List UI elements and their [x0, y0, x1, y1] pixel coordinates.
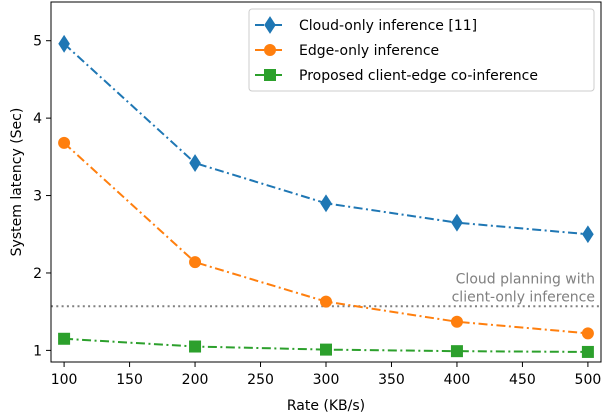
legend-entry-edge-only: Edge-only inference	[255, 43, 439, 59]
y-tick-label: 4	[33, 111, 42, 127]
legend-swatch-edge-only	[255, 44, 285, 56]
legend-swatch-co-inference	[255, 69, 285, 81]
legend-box	[248, 8, 595, 92]
data-point-0-0	[58, 34, 70, 53]
series-0	[58, 34, 594, 244]
legend-label-cloud-only: Cloud-only inference [11]	[299, 18, 477, 34]
legend: Cloud-only inference [11] Edge-only infe…	[248, 8, 595, 92]
data-point-1-1	[189, 256, 202, 269]
data-point-0-4	[582, 225, 594, 244]
x-tick-label: 450	[509, 372, 536, 388]
reference-annotation-line-1: Cloud planning with	[456, 271, 595, 287]
axes-layer: 100 150 200 250 300 350 400 450 500 1 2 3 4 5	[33, 1, 602, 388]
series-2	[58, 332, 594, 358]
x-tick-label: 300	[313, 372, 340, 388]
y-tick-label: 5	[33, 34, 42, 50]
series-1	[58, 136, 594, 340]
y-tick-label: 2	[33, 266, 42, 282]
data-point-0-1	[189, 154, 201, 172]
y-tick-label: 3	[33, 189, 42, 205]
data-point-1-4	[581, 327, 594, 340]
legend-entry-cloud-only: Cloud-only inference [11]	[255, 16, 477, 34]
data-point-2-1	[189, 340, 202, 353]
x-tick-label: 500	[575, 372, 602, 388]
data-point-2-0	[58, 332, 71, 345]
x-tick-label: 100	[51, 372, 78, 388]
x-tick-label: 400	[444, 372, 471, 388]
series-layer	[58, 34, 594, 358]
x-tick-label: 200	[182, 372, 209, 388]
legend-label-edge-only: Edge-only inference	[299, 43, 439, 59]
data-point-0-2	[320, 194, 332, 213]
legend-label-co-inference: Proposed client-edge co-inference	[299, 68, 538, 84]
x-tick-label: 250	[247, 372, 274, 388]
legend-swatch-marker	[264, 44, 276, 56]
data-point-1-3	[450, 315, 463, 328]
x-tick-label: 350	[378, 372, 405, 388]
legend-swatch-cloud-only	[255, 16, 285, 34]
series-line-2	[64, 337, 588, 353]
x-tick-label: 150	[116, 372, 143, 388]
data-point-2-4	[581, 345, 594, 358]
y-axis-label: System latency (Sec)	[9, 108, 25, 257]
data-point-2-2	[320, 343, 332, 356]
y-tick-label: 1	[33, 343, 42, 359]
data-point-1-2	[320, 295, 332, 308]
legend-entry-co-inference: Proposed client-edge co-inference	[255, 68, 538, 84]
legend-swatch-marker	[264, 69, 276, 81]
reference-annotation-line-2: client-only inference	[452, 289, 595, 305]
data-point-1-0	[58, 136, 71, 149]
legend-swatch-marker	[264, 16, 276, 34]
data-point-2-3	[450, 345, 463, 358]
data-point-0-3	[451, 213, 463, 232]
x-axis-label: Rate (KB/s)	[287, 398, 365, 414]
